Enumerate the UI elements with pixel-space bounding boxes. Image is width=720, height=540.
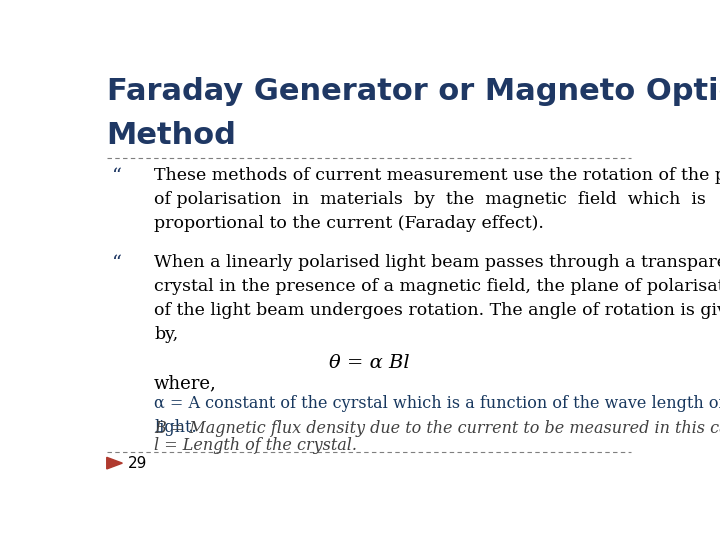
Text: When a linearly polarised light beam passes through a transparent
crystal in the: When a linearly polarised light beam pas… — [154, 254, 720, 343]
Polygon shape — [107, 457, 122, 469]
Text: B = Magnetic flux density due to the current to be measured in this case.: B = Magnetic flux density due to the cur… — [154, 420, 720, 437]
Text: 29: 29 — [128, 456, 148, 471]
Text: where,: where, — [154, 375, 217, 393]
Text: Method: Method — [107, 121, 237, 150]
Text: These methods of current measurement use the rotation of the plane
of polarisati: These methods of current measurement use… — [154, 167, 720, 232]
Text: α = A constant of the cyrstal which is a function of the wave length of the
ligh: α = A constant of the cyrstal which is a… — [154, 395, 720, 436]
Text: θ = α Bl: θ = α Bl — [329, 354, 409, 372]
Text: “: “ — [112, 167, 122, 185]
Text: “: “ — [112, 254, 122, 272]
Text: l = Length of the crystal.: l = Length of the crystal. — [154, 437, 357, 454]
Text: Faraday Generator or Magneto Optic: Faraday Generator or Magneto Optic — [107, 77, 720, 106]
